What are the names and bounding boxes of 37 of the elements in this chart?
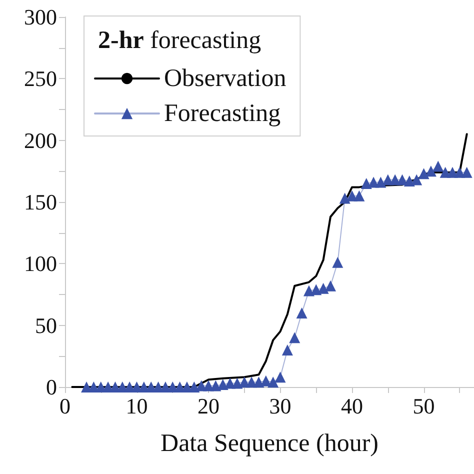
point [289, 332, 300, 344]
x-tick-label: 10 [126, 394, 148, 418]
point [296, 308, 308, 318]
y-tick-label: 150 [24, 190, 57, 214]
point [303, 285, 314, 296]
point [324, 280, 336, 292]
legend-label: Forecasting [164, 100, 282, 127]
point [354, 190, 365, 202]
x-tick-label: 40 [341, 394, 364, 418]
x-tick-label: 50 [412, 394, 435, 418]
x-tick-label: 20 [198, 394, 220, 418]
y-tick-label: 250 [24, 66, 57, 92]
y-tick-label: 300 [24, 4, 57, 30]
y-tick-label: 200 [24, 128, 57, 153]
point [432, 160, 444, 172]
point [375, 176, 386, 188]
y-tick-label: 0 [46, 374, 57, 400]
point [253, 376, 264, 388]
point [411, 174, 422, 186]
point [396, 174, 408, 186]
point [418, 168, 430, 180]
point [232, 378, 243, 389]
point [268, 376, 279, 388]
point [461, 166, 472, 178]
point [274, 372, 286, 383]
point [210, 380, 222, 392]
point [339, 192, 350, 204]
legend-title: 2-hr forecasting [98, 27, 262, 54]
point [318, 282, 329, 294]
point [282, 344, 293, 356]
point [425, 166, 436, 177]
y-tick-label: 50 [35, 312, 57, 338]
x-tick-label: 30 [269, 394, 292, 418]
point [332, 256, 344, 268]
x-axis-title: Data Sequence (hour) [160, 430, 378, 457]
legend-label: Observation [164, 65, 287, 92]
y-tick-label: 100 [24, 251, 57, 276]
